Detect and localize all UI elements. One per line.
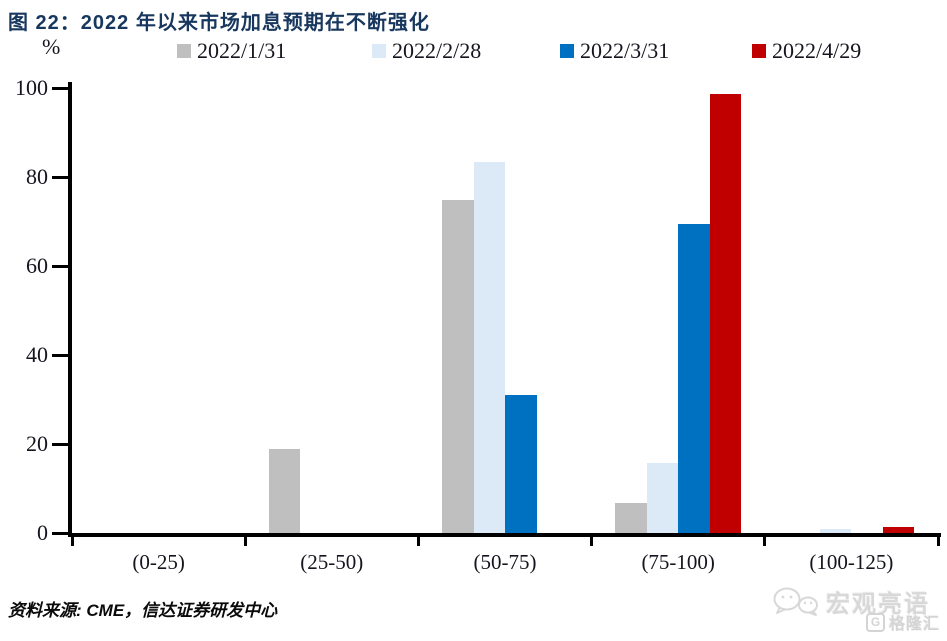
bar-2022/1/31-(50-75) [442, 200, 474, 533]
legend-label: 2022/2/28 [392, 38, 482, 63]
legend-item-2022/3/31: 2022/3/31 [560, 38, 669, 64]
legend-label: 2022/4/29 [772, 38, 862, 63]
x-tick [936, 537, 940, 546]
legend-label: 2022/3/31 [580, 38, 670, 63]
bar-2022/2/28-(100-125) [819, 528, 852, 533]
y-tick-label: 40 [26, 342, 48, 367]
source-note: 资料来源: CME，信达证券研发中心 [8, 601, 278, 620]
bar-2022/4/29-(75-100) [709, 94, 742, 533]
y-tick [52, 531, 68, 535]
x-category-label: (0-25) [132, 550, 185, 574]
bar-2022/1/31-(25-50) [268, 449, 301, 533]
bar-2022/2/28-(75-100) [646, 463, 679, 533]
y-tick [52, 175, 68, 179]
legend-swatch [752, 44, 766, 58]
x-axis-line [68, 533, 941, 537]
y-tick [52, 264, 68, 268]
y-tick [52, 86, 68, 90]
watermark-brand-row: 宏观亮语 [772, 584, 930, 619]
legend-swatch [177, 44, 191, 58]
y-axis-line [68, 82, 72, 537]
y-tick-label: 100 [15, 75, 48, 100]
x-category-label: (75-100) [641, 550, 715, 574]
legend-item-2022/2/28: 2022/2/28 [372, 38, 481, 64]
chat-bubbles-icon [773, 587, 818, 616]
y-tick-label: 20 [26, 431, 48, 456]
bar-2022/4/29-(100-125) [882, 526, 915, 533]
x-category-label: (100-125) [809, 550, 894, 574]
chart-legend: 2022/1/31 2022/2/28 2022/3/31 2022/4/29 [0, 0, 947, 70]
y-axis-unit-label: % [42, 34, 61, 59]
x-tick [416, 537, 420, 546]
legend-swatch [372, 44, 386, 58]
bar-2022/3/31-(75-100) [678, 224, 710, 533]
y-tick-label: 60 [26, 253, 48, 278]
chart-title: 图 22：2022 年以来市场加息预期在不断强化 [8, 12, 430, 34]
legend-item-2022/1/31: 2022/1/31 [177, 38, 286, 64]
legend-item-2022/4/29: 2022/4/29 [752, 38, 861, 64]
x-category-label: (25-50) [300, 550, 364, 574]
bar-2022/3/31-(50-75) [505, 395, 537, 533]
watermark-publisher-row: G 格隆汇 [866, 610, 940, 634]
x-tick [243, 537, 247, 546]
x-tick [590, 537, 594, 546]
legend-label: 2022/1/31 [197, 38, 287, 63]
x-tick [763, 537, 767, 546]
y-tick [52, 442, 68, 446]
y-tick-label: 80 [26, 164, 48, 189]
bar-2022/1/31-(75-100) [615, 503, 647, 533]
bar-2022/2/28-(50-75) [473, 161, 505, 533]
g-square-icon: G [866, 612, 885, 632]
x-tick [70, 537, 74, 546]
y-tick [52, 353, 68, 357]
x-category-label: (50-75) [473, 550, 537, 574]
legend-swatch [560, 44, 574, 58]
watermark-publisher-text: 格隆汇 [889, 616, 941, 633]
y-tick-label: 0 [37, 520, 48, 545]
